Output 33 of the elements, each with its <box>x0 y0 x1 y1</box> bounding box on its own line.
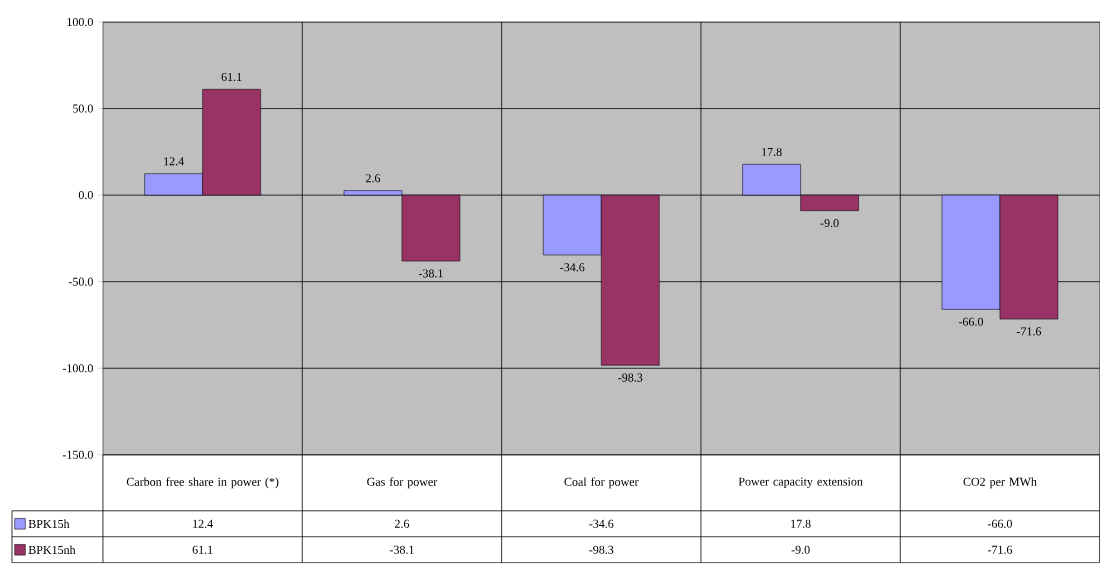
text: 17.8 <box>762 147 782 157</box>
data-label: -38.1 <box>389 545 414 554</box>
text: -38.1 <box>418 269 443 278</box>
text: -66.0 <box>958 317 983 326</box>
data-label: -9.0 <box>791 545 810 554</box>
data-label: 17.8 <box>791 519 811 528</box>
data-label: 61.1 <box>192 545 213 554</box>
x-tick-label: Coal for power <box>564 477 639 489</box>
x-tick-label: Carbon free share in power (*) <box>126 477 279 489</box>
data-label: -71.6 <box>987 545 1013 554</box>
data-label: 2.6 <box>394 519 410 528</box>
y-tick-label: -50.0 <box>68 277 93 286</box>
y-tick-label: -150.0 <box>62 450 93 459</box>
text: -9.0 <box>820 219 839 228</box>
text: 2.6 <box>365 174 381 183</box>
x-tick-label: CO2 per MWh <box>963 477 1037 489</box>
legend-label: BPK15h <box>28 519 70 529</box>
data-label: 12.4 <box>193 519 213 528</box>
y-tick-label: 50.0 <box>73 104 93 113</box>
text: 61.1 <box>221 73 242 82</box>
text: -98.3 <box>618 373 643 382</box>
text: 12.4 <box>164 157 184 166</box>
data-label: -66.0 <box>987 519 1012 528</box>
data-label: -34.6 <box>589 519 614 528</box>
text: -34.6 <box>560 263 585 272</box>
legend-label: BPK15nh <box>28 545 76 555</box>
x-tick-label: Power capacity extension <box>738 477 863 489</box>
data-label: -98.3 <box>589 545 614 554</box>
y-tick-label: -100.0 <box>62 364 93 373</box>
x-tick-label: Gas for power <box>367 477 438 489</box>
y-tick-label: 100.0 <box>67 18 93 27</box>
y-tick-label: 0.0 <box>78 191 93 200</box>
text: -71.6 <box>1016 327 1042 336</box>
